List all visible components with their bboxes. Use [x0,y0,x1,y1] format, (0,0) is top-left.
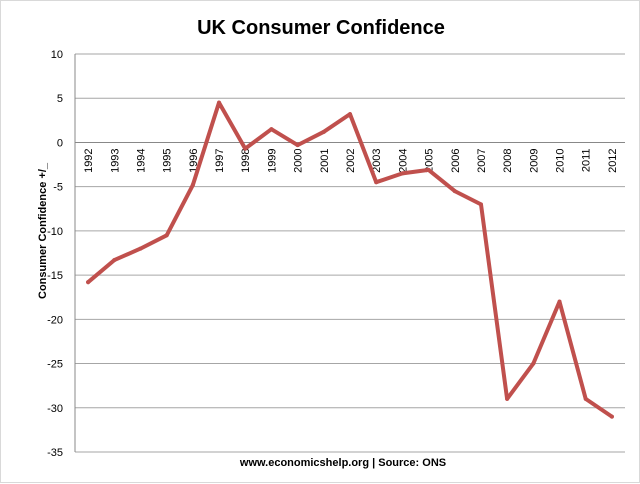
data-point [609,414,614,419]
x-tick-label: 1993 [109,148,121,172]
x-tick-label: 2000 [293,148,305,172]
data-point [164,233,169,238]
y-axis-label: Consumer Confidence +/_ [37,162,49,299]
gridlines [74,53,625,453]
chart-title: UK Consumer Confidence [197,17,445,39]
x-tick-label: 2008 [502,148,514,172]
x-tick-label: 2006 [450,148,462,172]
y-tick-label: -5 [53,182,63,194]
y-tick-label: -20 [47,314,63,326]
data-point [217,100,222,105]
x-tick-label: 1992 [83,148,95,172]
x-axis-label: www.economicshelp.org | Source: ONS [239,457,446,469]
data-point [505,396,510,401]
series-layer [86,100,614,419]
data-point [426,167,431,172]
y-tick-label: -10 [47,226,63,238]
data-point [452,189,457,194]
data-point [112,258,117,263]
y-tick-label: 0 [57,137,63,149]
data-point [321,129,326,134]
x-axis-ticks: 1992 1993 1994 1995 1996 1997 1998 1999 2000 2001… [83,148,619,172]
data-point [86,280,91,285]
data-point [243,146,248,151]
data-point [400,171,405,176]
x-tick-label: 1994 [135,148,147,172]
x-tick-label: 1997 [214,148,226,172]
data-point [374,180,379,185]
x-tick-label: 2004 [397,148,409,172]
y-tick-label: -15 [47,270,63,282]
x-tick-label: 2009 [528,148,540,172]
y-tick-label: 10 [51,49,63,61]
data-point [190,182,195,187]
data-point [348,112,352,117]
y-tick-label: 5 [57,93,63,105]
data-point [531,361,536,366]
y-tick-label: -25 [47,359,63,371]
x-tick-label: 2007 [476,148,488,172]
y-tick-label: -30 [47,403,63,415]
x-tick-label: 1998 [240,148,252,172]
x-tick-label: 1999 [266,148,278,172]
x-tick-label: 2003 [371,148,383,172]
data-point [557,299,562,304]
x-tick-label: 1995 [162,148,174,172]
data-point [295,143,300,148]
y-tick-label: -35 [47,447,63,459]
x-tick-label: 2012 [607,148,619,172]
x-tick-label: 2005 [424,148,436,172]
data-point [269,127,274,132]
x-tick-label: 2002 [345,148,357,172]
x-tick-label: 2010 [555,148,567,172]
x-tick-label: 2001 [319,148,331,172]
data-point [478,202,483,207]
x-tick-label: 2011 [581,148,593,172]
data-point [583,396,588,401]
data-point [138,246,143,251]
y-axis-ticks: 10 5 0 -5 -10 -15 -20 -25 -30 -35 [47,49,63,459]
